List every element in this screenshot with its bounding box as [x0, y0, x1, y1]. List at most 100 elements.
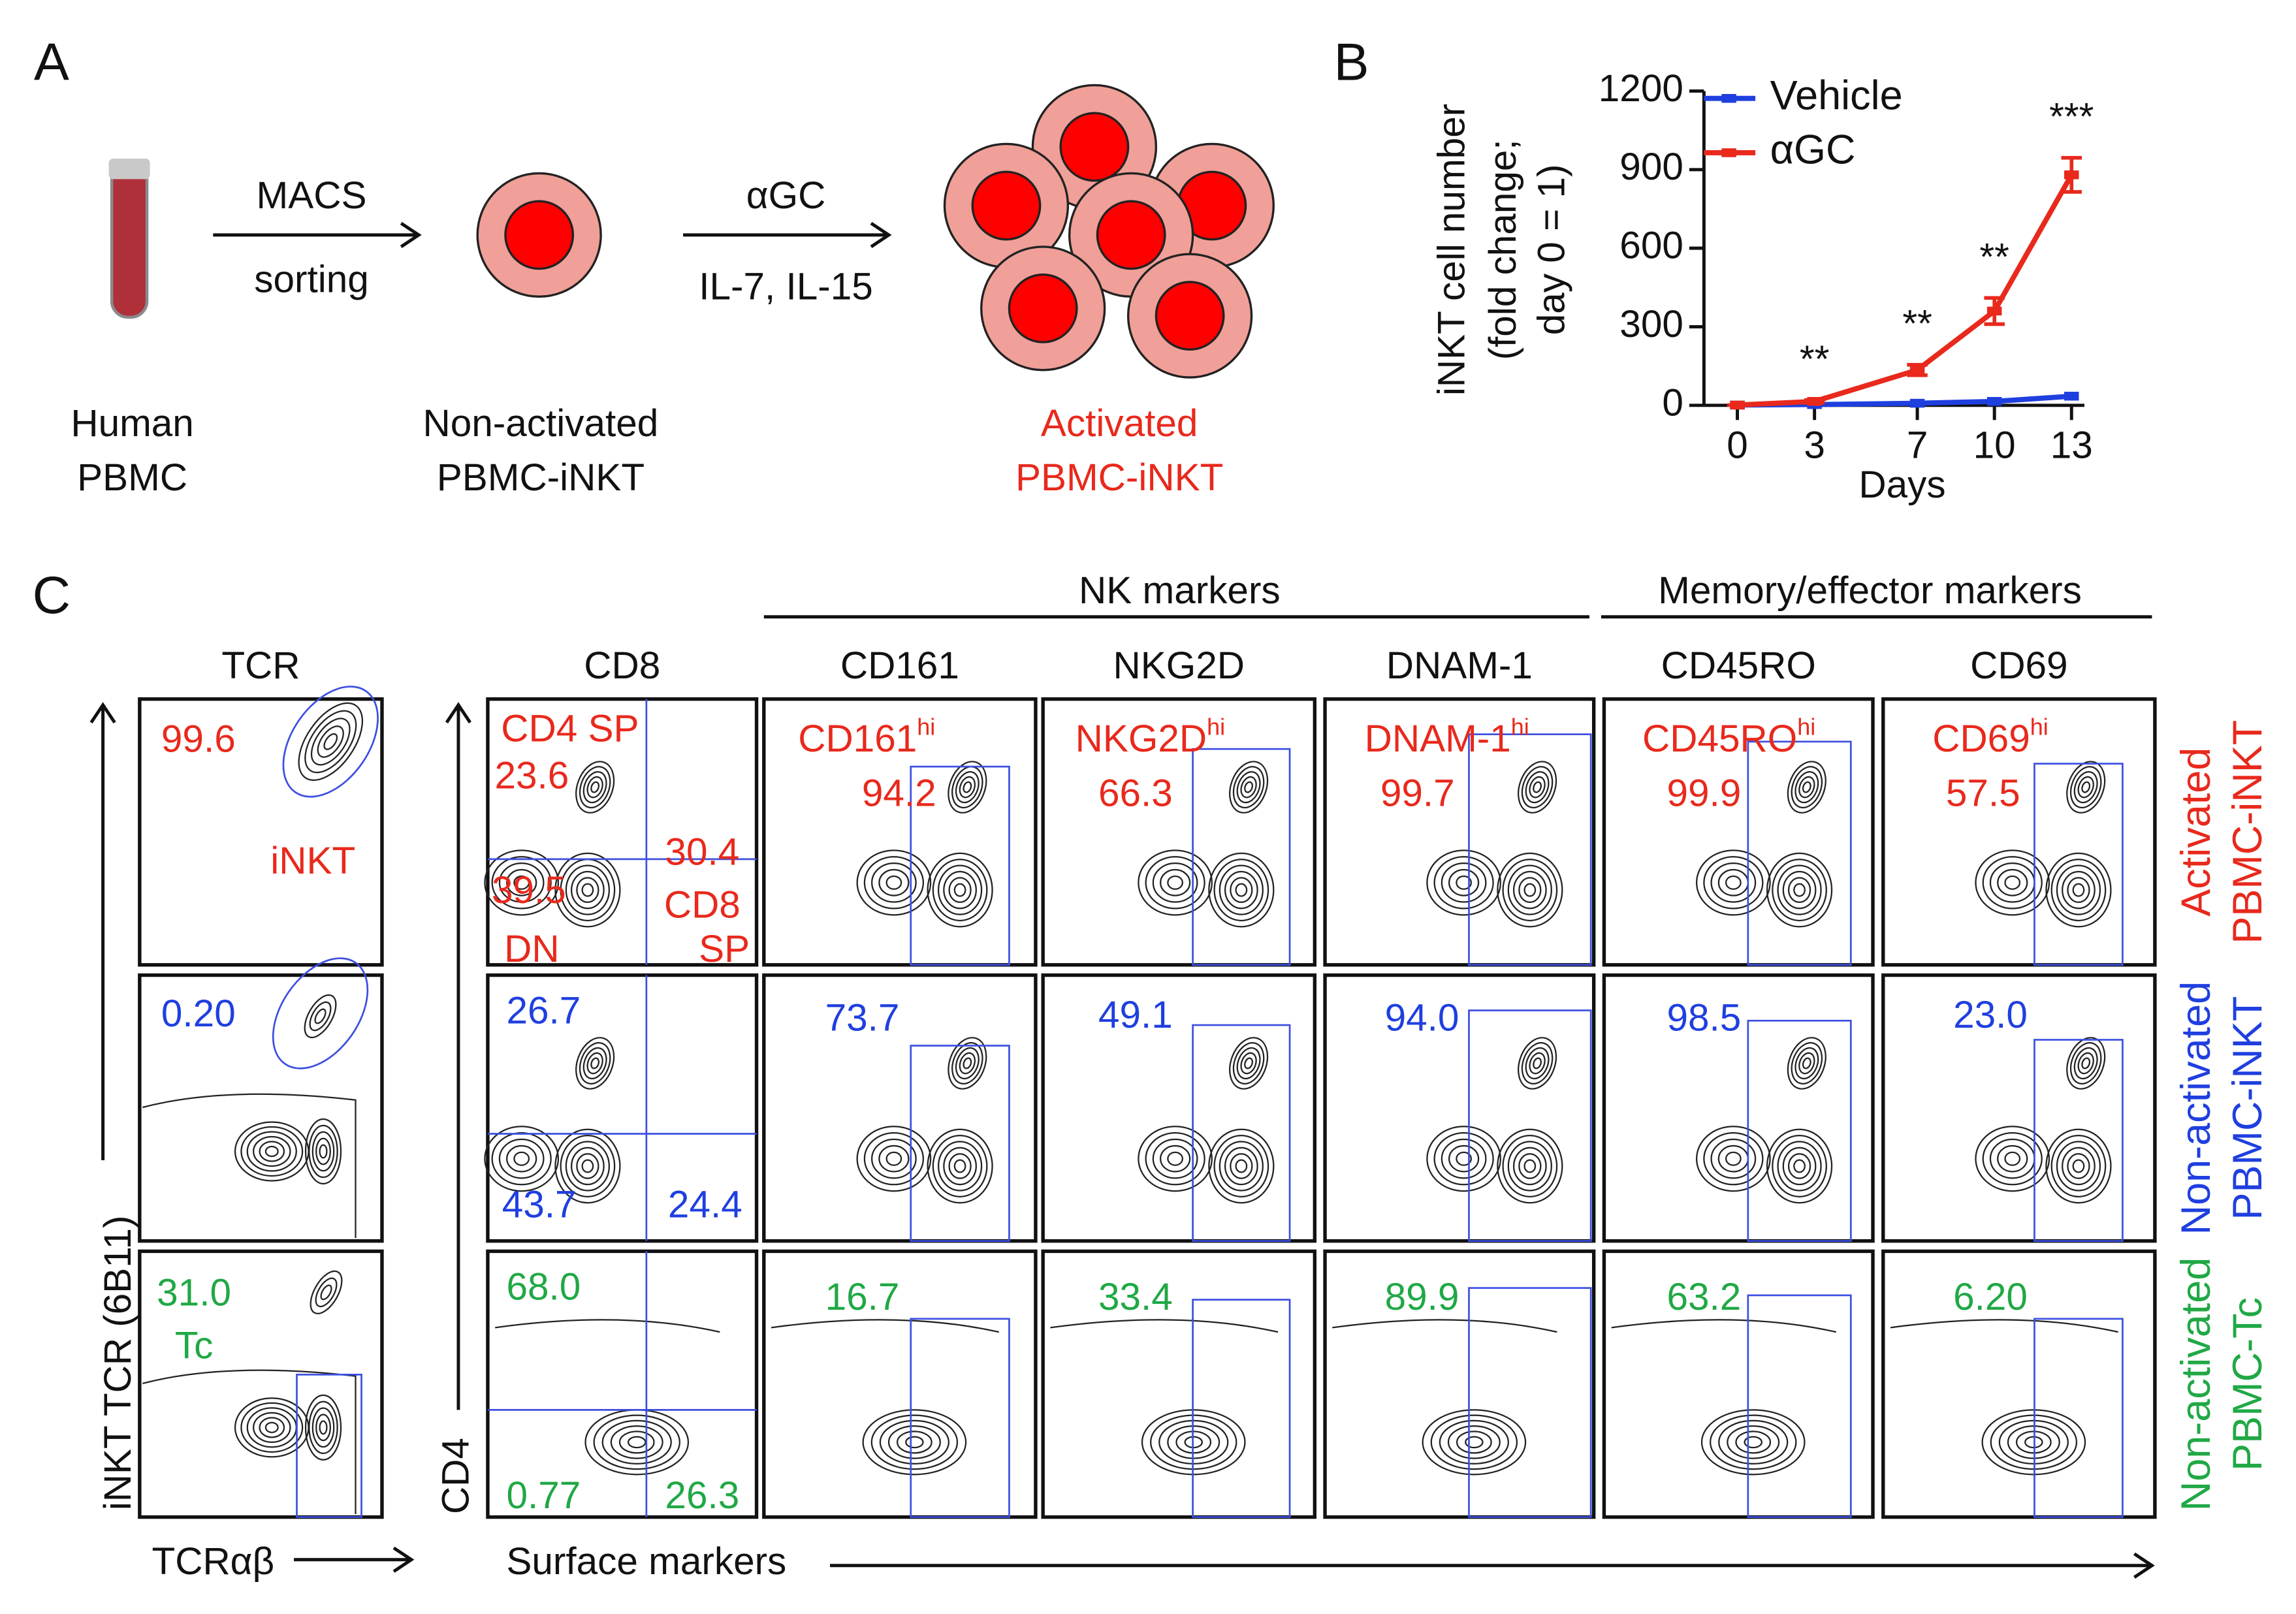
- contour: [1145, 856, 1205, 910]
- contour: [491, 856, 552, 910]
- y-axis-label: day 0 = 1): [1530, 165, 1572, 336]
- gate-value: 33.4: [1098, 1276, 1173, 1318]
- contour: [1502, 859, 1558, 922]
- gate: [1192, 1299, 1291, 1518]
- contour: [1208, 1128, 1275, 1204]
- contour: [1794, 1047, 1819, 1080]
- row-label: PBMC-Tc: [2225, 1297, 2271, 1471]
- gate-label-sup: hi: [2030, 713, 2049, 740]
- contour: [771, 1319, 999, 1333]
- contour: [1802, 781, 1811, 793]
- contour: [1244, 781, 1253, 793]
- contour: [1512, 870, 1547, 910]
- contour: [2067, 877, 2090, 903]
- contour: [1710, 1138, 1757, 1179]
- gate-value: 89.9: [1385, 1276, 1459, 1318]
- gate: [1747, 740, 1852, 966]
- contour: [2069, 1042, 2102, 1084]
- gate-value: 94.2: [862, 772, 936, 815]
- flow-plot: [1041, 973, 1316, 1243]
- contour: [959, 776, 976, 799]
- contour: [862, 1409, 967, 1476]
- contour: [1145, 1131, 1205, 1186]
- contour: [2072, 1159, 2085, 1173]
- contour: [1727, 1425, 1780, 1459]
- contour: [246, 1131, 297, 1172]
- legend-marker: [1721, 148, 1736, 157]
- gate-value: 94.0: [1385, 997, 1459, 1039]
- contour: [2073, 771, 2098, 804]
- contour: [308, 1124, 338, 1179]
- contour: [1448, 868, 1480, 896]
- contour: [320, 1284, 332, 1301]
- contour: [506, 1145, 537, 1173]
- contour: [1735, 1431, 1772, 1454]
- gate-label-text: CD45RO: [1642, 718, 1797, 760]
- contour: [1982, 1131, 2043, 1186]
- gate-value: 24.4: [668, 1183, 742, 1226]
- contour: [1235, 1159, 1248, 1173]
- marker: [1986, 397, 2002, 406]
- contour: [1512, 1147, 1547, 1186]
- contour: [304, 1118, 342, 1185]
- contour: [863, 1131, 924, 1186]
- contour: [304, 710, 357, 774]
- contour: [1224, 1147, 1258, 1186]
- contour: [856, 849, 932, 916]
- arrow-head: [392, 1546, 415, 1573]
- contour: [259, 1141, 285, 1162]
- gate: [1468, 1287, 1592, 1518]
- cell-nucleus: [1008, 273, 1078, 343]
- gate: [1192, 1024, 1291, 1242]
- group-label: NK markers: [1079, 569, 1281, 612]
- contour: [1433, 1131, 1494, 1186]
- contour: [1236, 1047, 1261, 1080]
- contour: [565, 1141, 611, 1192]
- contour: [1230, 877, 1253, 903]
- contour: [1791, 766, 1823, 809]
- row-label: Non-activated: [2173, 1258, 2219, 1511]
- arrow-head: [870, 221, 892, 248]
- panel-label: B: [1334, 33, 1369, 92]
- gate-label-sup: hi: [1797, 713, 1815, 740]
- contour: [1507, 864, 1552, 915]
- flow-plot: [138, 697, 384, 967]
- cells: [476, 84, 1275, 379]
- gate-value: 68.0: [506, 1265, 581, 1308]
- step-label: MACS: [257, 174, 367, 217]
- column-header: CD45RO: [1661, 644, 1816, 687]
- contour: [1507, 1141, 1552, 1192]
- gate: [1747, 1294, 1852, 1518]
- contour: [1138, 1126, 1213, 1192]
- panel-label: C: [33, 566, 71, 625]
- contour: [887, 1425, 941, 1459]
- gate: [1747, 1019, 1852, 1242]
- contour: [870, 1414, 959, 1470]
- flow-plot: [1602, 973, 1875, 1243]
- row-label: Activated: [2173, 748, 2219, 917]
- contour: [1232, 1042, 1265, 1084]
- gate-value: 99.6: [161, 718, 236, 760]
- contour: [937, 1141, 983, 1192]
- flow-plot: [762, 697, 1038, 967]
- contour: [1159, 868, 1191, 896]
- contour: [963, 781, 972, 793]
- contour: [1709, 1414, 1797, 1470]
- gate-value: 26.3: [665, 1474, 739, 1517]
- gate-value: 23.0: [1953, 994, 2028, 1036]
- step-label: sorting: [254, 258, 369, 300]
- contour: [1050, 1319, 1279, 1333]
- contour: [2067, 1153, 2090, 1179]
- gate-label-text: DNAM-1: [1365, 718, 1511, 760]
- contour: [2069, 766, 2102, 809]
- gate-value: 16.7: [825, 1276, 900, 1318]
- column-header: DNAM-1: [1386, 644, 1533, 687]
- contour: [2045, 1128, 2112, 1204]
- contour: [1448, 1145, 1480, 1173]
- contour: [319, 1420, 328, 1435]
- gate-label-text: CD69: [1932, 718, 2030, 760]
- contour: [1787, 1037, 1826, 1090]
- axis-label: Surface markers: [506, 1540, 786, 1583]
- marker: [1807, 397, 1822, 406]
- contour: [1533, 781, 1542, 793]
